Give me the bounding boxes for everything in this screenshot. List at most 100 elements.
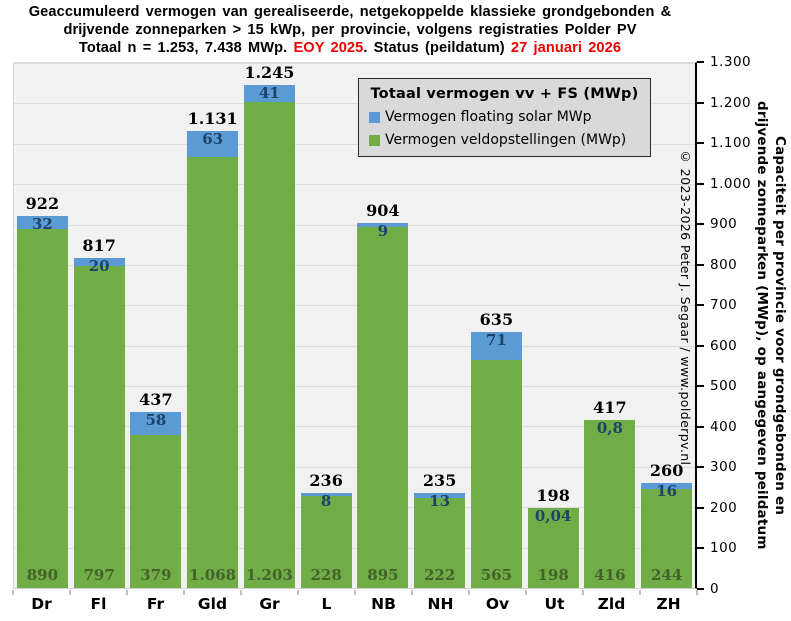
bar-column-gr: 1.245 41 1.203 [241,63,298,588]
y-axis-tick-label: 400 [710,418,738,435]
legend-title: Totaal vermogen vv + FS (MWp) [370,86,639,102]
y-axis-tick-label: 600 [710,337,738,354]
tick-mark [697,425,704,428]
y-axis-tick-label: 500 [710,378,738,395]
bars: 922 32 890 817 20 797 437 58 379 1.131 63 1.068 1.24… [14,63,695,588]
gridline [14,103,695,105]
y-axis-tick: 900 [697,216,737,232]
bar-segment-floating-solar [16,215,68,229]
x-axis-tick [696,590,698,595]
y-axis-tick-label: 1.100 [710,135,752,152]
y-axis-tick-label: 900 [710,216,738,233]
floating-solar-value-label: 0,04 [534,507,572,526]
gridline [14,305,695,307]
floating-solar-value-label: 58 [145,410,167,429]
y-axis-tick: 700 [697,297,737,313]
y-axis-tick: 400 [697,419,737,435]
bar-total-label: 1.245 [244,63,295,83]
floating-solar-swatch-icon [369,111,380,123]
y-axis-tick: 500 [697,378,737,394]
bar-segment-floating-solar [357,222,409,227]
legend-item-floating-solar: Vermogen floating solar MWp [369,109,650,125]
tick-mark [697,142,704,145]
y-axis-tick-label: 0 [710,581,720,597]
y-axis-tick-label: 1.000 [710,175,752,192]
veldopstellingen-value-label: 222 [423,566,456,584]
veldopstellingen-value-label: 565 [480,566,513,584]
y-axis-tick-label: 100 [710,540,738,557]
y-axis-tick-label: 200 [710,499,738,516]
bar-column-fl: 817 20 797 [71,63,128,588]
floating-solar-value-label: 32 [31,214,53,233]
bar-segment-floating-solar [300,492,352,496]
x-axis-label-ut: Ut [544,595,565,613]
bar-total-label: 417 [593,397,627,417]
y-axis-title: Capaciteit per provincie voor grondgebon… [753,62,789,589]
bar-ut: 198 0,04 198 [527,486,579,588]
bar-segment-veldopstellingen [187,156,239,588]
veldopstellingen-value-label: 890 [26,566,59,584]
x-axis-label-fr: Fr [146,595,165,613]
y-axis-tick-label: 1.300 [710,54,752,70]
floating-solar-value-label: 0,8 [596,418,623,437]
tick-mark [697,506,704,509]
bar-segment-veldopstellingen [73,266,125,588]
gridline [14,143,695,145]
gridline [14,466,695,468]
y-axis-tick: 1.200 [697,95,751,111]
x-axis-tick [12,590,14,595]
y-axis-tick-label: 800 [710,256,738,273]
legend: Totaal vermogen vv + FS (MWp) Vermogen f… [358,78,651,157]
bar-segment-veldopstellingen [300,495,352,588]
x-axis-label-gld: Gld [197,595,228,613]
bar-total-label: 817 [82,236,116,256]
bar-segment-floating-solar [130,411,182,435]
veldopstellingen-value-label: 198 [537,566,569,584]
x-axis-label-dr: Dr [31,595,52,613]
x-axis-label-ov: Ov [485,595,510,613]
bar-gld: 1.131 63 1.068 [187,109,239,588]
bar-segment-veldopstellingen [641,489,693,588]
bar-segment-veldopstellingen [16,228,68,588]
tick-mark [697,547,704,550]
tick-mark [697,263,704,266]
bar-total-label: 260 [649,461,684,480]
veldopstellingen-swatch-icon [369,134,380,146]
x-axis-label-nh: NH [427,595,454,613]
legend-item-label: Vermogen veldopstellingen (MWp) [385,132,627,148]
floating-solar-value-label: 41 [258,84,280,103]
bar-zld: 417 0,8 416 [584,398,636,588]
x-axis-tick [126,590,128,595]
y-axis-tick: 800 [697,257,737,273]
chart-title-line2: drijvende zonneparken > 15 kWp, per prov… [63,22,637,38]
bar-total-label: 437 [139,389,173,409]
bar-ov: 635 71 565 [470,310,522,588]
tick-mark [697,466,704,469]
veldopstellingen-value-label: 416 [594,566,626,584]
x-axis-tick [297,590,299,595]
floating-solar-value-label: 20 [88,257,110,276]
bar-column-nh: 235 13 222 [411,63,468,588]
x-axis-labels: Dr Fl Fr Gld Gr L NB NH Ov Ut Zld ZH [13,595,697,613]
gridline [14,426,695,428]
x-axis-tick [411,590,413,595]
bar-segment-veldopstellingen [357,226,409,588]
x-axis-tick [69,590,71,595]
y-axis-tick-label: 1.200 [710,94,752,111]
x-axis-tick [639,590,641,595]
x-axis-tick [525,590,527,595]
bar-column-fr: 437 58 379 [128,63,185,588]
bar-dr: 922 32 890 [16,194,68,588]
y-axis-title-line1: Capaciteit per provincie voor grondgebon… [772,135,788,516]
y-axis-tick: 100 [697,540,737,556]
tick-mark [697,344,704,347]
tick-mark [697,304,704,307]
gridline [14,507,695,509]
x-axis-tick [240,590,242,595]
chart-title-peildatum: 27 januari 2026 [510,40,622,56]
tick-mark [697,223,704,226]
x-axis-label-fl: Fl [90,595,107,613]
bar-segment-veldopstellingen [527,508,579,588]
veldopstellingen-value-label: 379 [140,566,172,584]
